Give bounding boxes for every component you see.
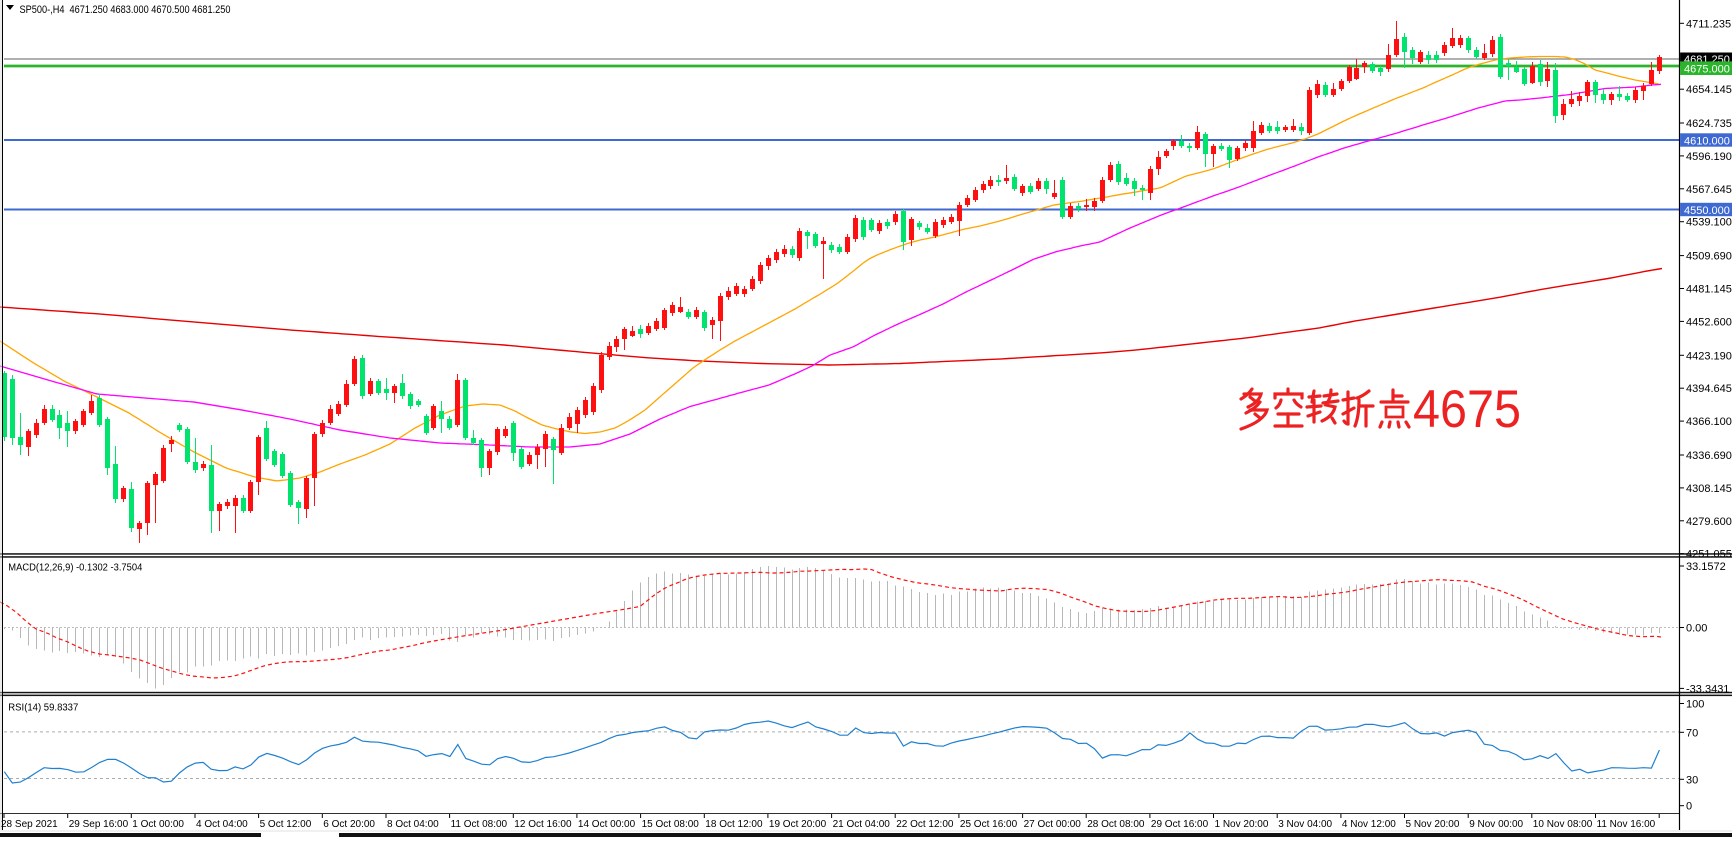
svg-text:6 Oct 20:00: 6 Oct 20:00 (323, 819, 375, 830)
svg-text:3 Nov 04:00: 3 Nov 04:00 (1278, 819, 1332, 830)
svg-text:4308.145: 4308.145 (1686, 483, 1732, 495)
svg-text:4394.645: 4394.645 (1686, 383, 1732, 395)
svg-text:4675.000: 4675.000 (1684, 63, 1730, 75)
svg-text:4 Nov 12:00: 4 Nov 12:00 (1342, 819, 1396, 830)
svg-text:4509.690: 4509.690 (1686, 251, 1732, 263)
svg-text:8 Oct 04:00: 8 Oct 04:00 (387, 819, 439, 830)
svg-text:4251.055: 4251.055 (1686, 549, 1732, 561)
svg-text:29 Sep 16:00: 29 Sep 16:00 (69, 819, 129, 830)
svg-text:4596.190: 4596.190 (1686, 151, 1732, 163)
svg-text:4675: 4675 (1413, 380, 1521, 439)
svg-text:4452.600: 4452.600 (1686, 316, 1732, 328)
svg-text:MACD(12,26,9) -0.1302 -3.7504: MACD(12,26,9) -0.1302 -3.7504 (8, 563, 142, 574)
svg-text:25 Oct 16:00: 25 Oct 16:00 (960, 819, 1018, 830)
svg-text:19 Oct 20:00: 19 Oct 20:00 (769, 819, 827, 830)
svg-text:0.00: 0.00 (1686, 623, 1707, 635)
svg-text:5 Nov 20:00: 5 Nov 20:00 (1406, 819, 1460, 830)
svg-text:4567.645: 4567.645 (1686, 184, 1732, 196)
svg-text:100: 100 (1686, 699, 1704, 711)
svg-text:12 Oct 16:00: 12 Oct 16:00 (514, 819, 572, 830)
svg-text:4366.100: 4366.100 (1686, 416, 1732, 428)
svg-text:33.1572: 33.1572 (1686, 561, 1726, 573)
svg-text:4 Oct 04:00: 4 Oct 04:00 (196, 819, 248, 830)
svg-text:SP500-,H4 4671.250 4683.000 4: SP500-,H4 4671.250 4683.000 4670.500 468… (20, 4, 231, 16)
svg-text:4624.735: 4624.735 (1686, 118, 1732, 130)
svg-text:RSI(14) 59.8337: RSI(14) 59.8337 (8, 703, 78, 714)
svg-text:4481.145: 4481.145 (1686, 284, 1732, 296)
svg-text:10 Nov 08:00: 10 Nov 08:00 (1533, 819, 1593, 830)
svg-text:70: 70 (1686, 727, 1698, 739)
svg-text:27 Oct 00:00: 27 Oct 00:00 (1024, 819, 1082, 830)
svg-text:22 Oct 12:00: 22 Oct 12:00 (896, 819, 954, 830)
svg-text:14 Oct 00:00: 14 Oct 00:00 (578, 819, 636, 830)
svg-text:21 Oct 04:00: 21 Oct 04:00 (833, 819, 891, 830)
svg-text:11 Oct 08:00: 11 Oct 08:00 (451, 819, 508, 830)
svg-text:4711.235: 4711.235 (1686, 18, 1731, 30)
svg-text:28 Oct 08:00: 28 Oct 08:00 (1087, 819, 1145, 830)
svg-text:11 Nov 16:00: 11 Nov 16:00 (1597, 819, 1656, 830)
svg-text:0: 0 (1686, 801, 1692, 813)
svg-text:15 Oct 08:00: 15 Oct 08:00 (642, 819, 700, 830)
svg-text:4423.190: 4423.190 (1686, 350, 1732, 362)
svg-text:4279.600: 4279.600 (1686, 516, 1732, 528)
svg-text:4550.000: 4550.000 (1684, 205, 1730, 217)
svg-text:29 Oct 16:00: 29 Oct 16:00 (1151, 819, 1209, 830)
svg-text:4336.690: 4336.690 (1686, 450, 1732, 462)
svg-text:9 Nov 00:00: 9 Nov 00:00 (1469, 819, 1523, 830)
svg-text:1 Nov 20:00: 1 Nov 20:00 (1215, 819, 1269, 830)
svg-text:1 Oct 00:00: 1 Oct 00:00 (132, 819, 184, 830)
svg-text:-33.3431: -33.3431 (1686, 683, 1729, 695)
svg-text:5 Oct 12:00: 5 Oct 12:00 (260, 819, 312, 830)
svg-text:4654.145: 4654.145 (1686, 84, 1732, 96)
svg-text:28 Sep 2021: 28 Sep 2021 (1, 819, 58, 830)
svg-text:4610.000: 4610.000 (1684, 135, 1730, 147)
svg-text:30: 30 (1686, 774, 1698, 786)
svg-text:18 Oct 12:00: 18 Oct 12:00 (705, 819, 763, 830)
svg-text:4539.100: 4539.100 (1686, 217, 1732, 229)
